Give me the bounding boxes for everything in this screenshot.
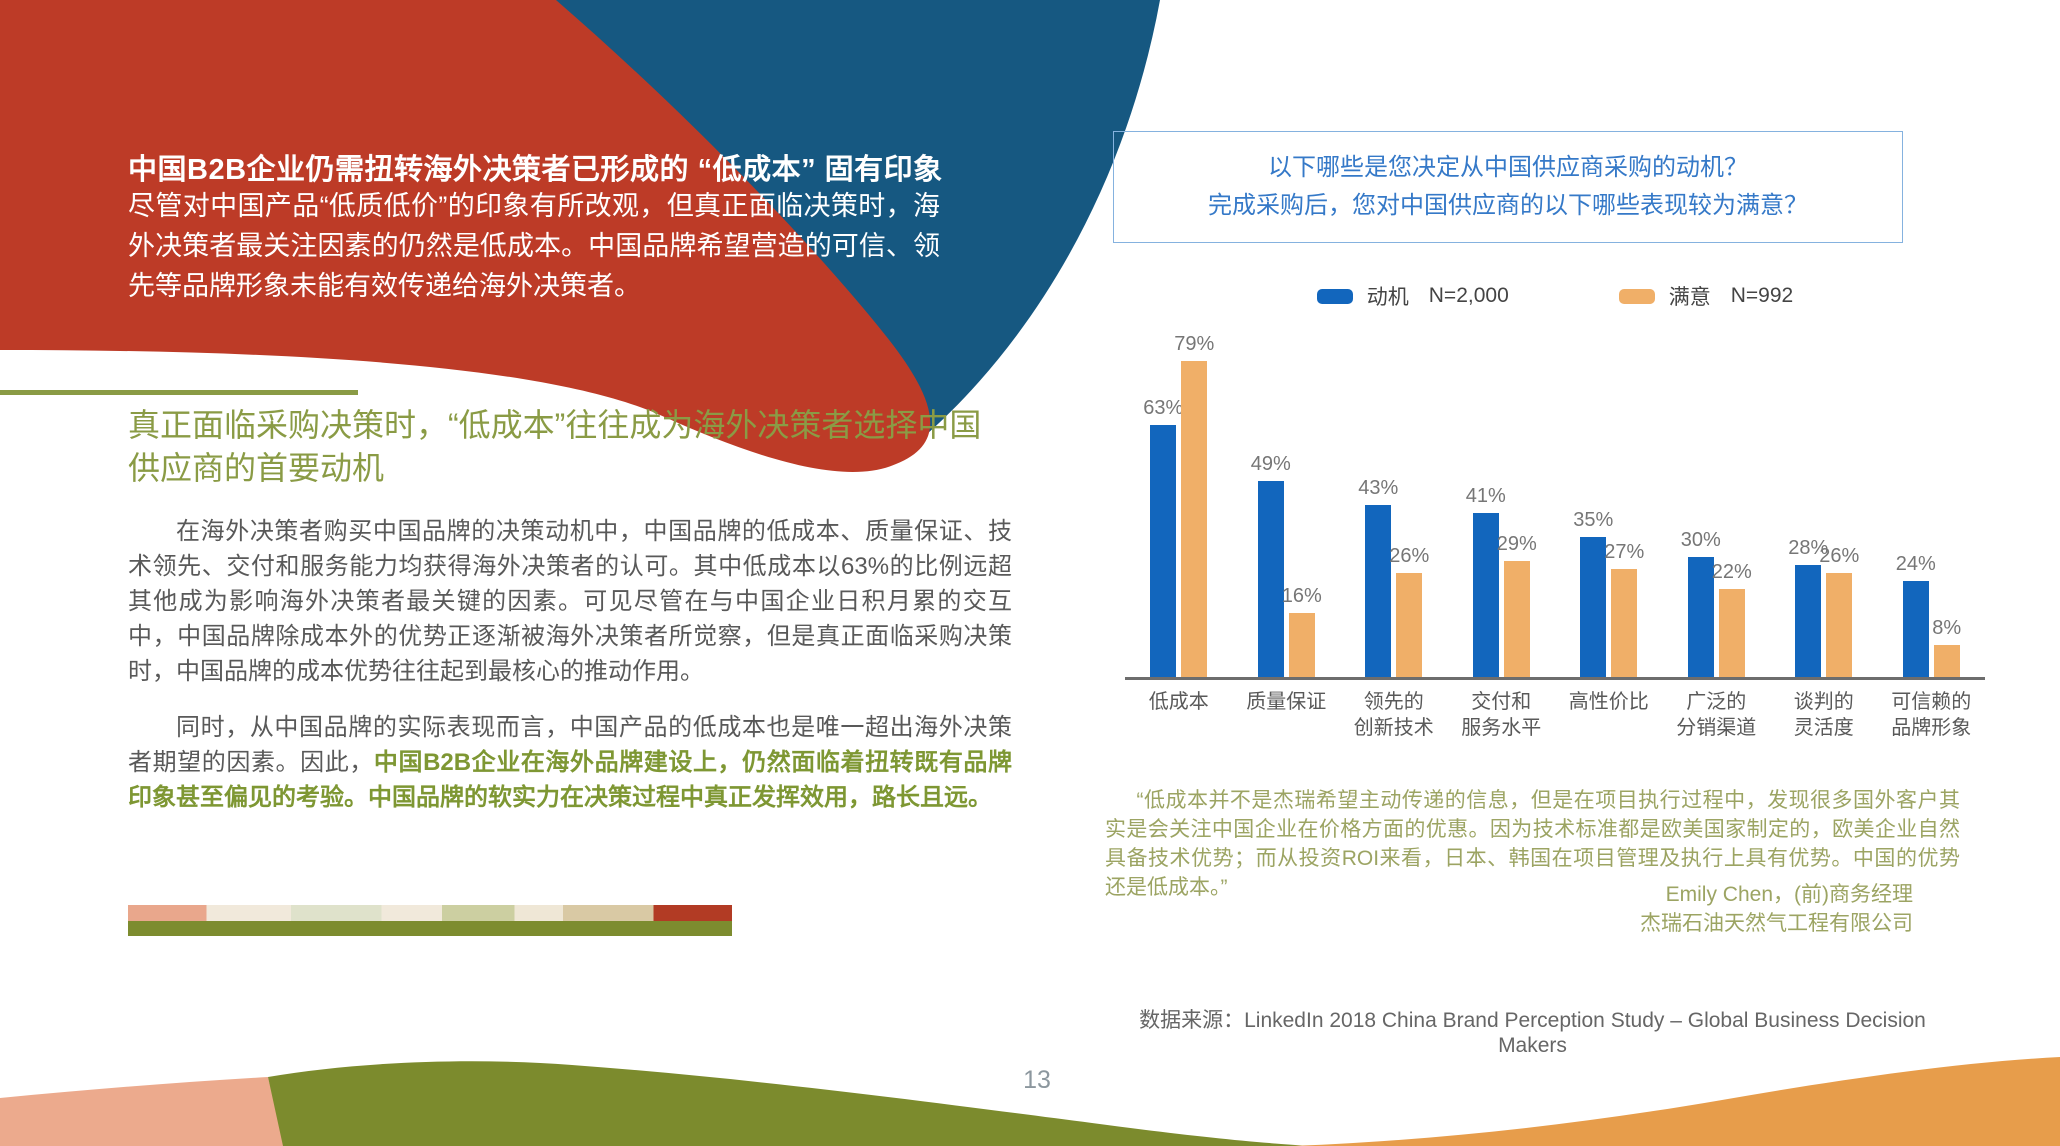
bar-满意: 29%: [1497, 533, 1537, 677]
body-paragraph-2-normal: 同时，从中国品牌的实际表现而言，中国产品的低成本也是唯一超出海外决策者期望的因素…: [128, 714, 1012, 776]
bar-满意: 16%: [1282, 585, 1322, 677]
legend-series-name: 满意: [1668, 286, 1711, 309]
legend-swatch: [1618, 288, 1655, 304]
bottom-wave-green: [268, 1061, 1312, 1146]
paper-texture-band: [128, 905, 732, 921]
category-label: 领先的 创新技术: [1353, 691, 1434, 739]
page-number: 13: [1023, 1066, 1051, 1094]
bar-group: 43% 26%: [1340, 357, 1448, 677]
legend-sample-size: N=992: [1730, 284, 1794, 307]
olive-band: [128, 921, 732, 936]
value-label: 79%: [1174, 333, 1215, 355]
bar-group: 63% 79%: [1125, 333, 1233, 677]
category-label: 谈判的 灵活度: [1793, 691, 1854, 739]
bar-动机: 41%: [1466, 485, 1506, 677]
page-title: 中国B2B企业仍需扭转海外决策者已形成的 “低成本” 固有印象: [128, 154, 943, 186]
bar-动机: 30%: [1681, 529, 1721, 677]
legend-series-name: 动机: [1366, 286, 1409, 309]
survey-question-line1: 以下哪些是您决定从中国供应商采购的动机？: [1268, 154, 1748, 181]
body-paragraph-2-bold: 中国B2B企业在海外品牌建设上，仍然面临着扭转既有品牌印象甚至偏见的考验。中国品…: [128, 749, 1013, 811]
bar-group: 35% 27%: [1555, 357, 1663, 677]
bar-动机: 43%: [1358, 477, 1398, 677]
value-label: 8%: [1932, 617, 1962, 639]
legend-item-满意: 满意 N=992: [1618, 281, 1794, 311]
bar-chart: 63% 79% 49% 16% 43% 26% 41% 29% 35% 27% 30% 22% 28% 2…: [1125, 333, 1986, 741]
body-paragraph-1: 在海外决策者购买中国品牌的决策动机中，中国品牌的低成本、质量保证、技术领先、交付…: [128, 518, 1012, 685]
bar-动机: 24%: [1896, 553, 1936, 677]
value-label: 22%: [1711, 561, 1752, 583]
bar-动机: 35%: [1573, 509, 1613, 677]
survey-question-box: 以下哪些是您决定从中国供应商采购的动机？ 完成采购后，您对中国供应商的以下哪些表…: [1113, 131, 1903, 243]
bar-满意: 27%: [1604, 541, 1644, 677]
value-label: 28%: [1788, 537, 1829, 559]
bar-满意: 22%: [1712, 561, 1752, 677]
legend-swatch: [1316, 288, 1353, 304]
bar-group: 30% 22%: [1663, 357, 1771, 677]
bar-group: 49% 16%: [1233, 357, 1341, 677]
quote-attribution: Emily Chen，(前)商务经理 杰瑞石油天然气工程有限公司: [1400, 880, 1913, 938]
bar-动机: 28%: [1788, 537, 1828, 677]
value-label: 16%: [1281, 585, 1322, 607]
bar-满意: 8%: [1932, 617, 1961, 677]
section-title: 真正面临采购决策时，“低成本”往往成为海外决策者选择中国供应商的首要动机: [128, 407, 982, 486]
chart-legend: 动机 N=2,000 满意 N=992: [1125, 281, 1985, 311]
data-source-note: 数据来源：LinkedIn 2018 China Brand Perceptio…: [1139, 1009, 1926, 1057]
legend-item-动机: 动机 N=2,000: [1316, 281, 1509, 311]
body-paragraph-2: 同时，从中国品牌的实际表现而言，中国产品的低成本也是唯一超出海外决策者期望的因素…: [128, 710, 1012, 815]
category-label: 低成本: [1148, 691, 1209, 713]
category-label: 高性价比: [1568, 691, 1649, 713]
category-label: 可信赖的 品牌形象: [1891, 691, 1972, 739]
attribution-company: 杰瑞石油天然气工程有限公司: [1640, 912, 1913, 935]
value-label: 26%: [1819, 545, 1860, 567]
paper-texture-strip: [128, 905, 732, 936]
bar-满意: 26%: [1819, 545, 1859, 677]
value-label: 43%: [1358, 477, 1399, 499]
value-label: 24%: [1895, 553, 1936, 575]
category-labels: 低成本 质量保证 领先的 创新技术 交付和 服务水平 高性价比 广泛的 分销渠道 谈判的 灵活度 可信…: [1125, 689, 1985, 741]
attribution-person: Emily Chen，(前)商务经理: [1665, 883, 1913, 906]
bar-动机: 63%: [1143, 397, 1183, 677]
intro-paragraph: 尽管对中国产品“低质低价”的印象有所改观，但真正面临决策时，海外决策者最关注因素…: [128, 191, 940, 301]
value-label: 30%: [1680, 529, 1721, 551]
category-label: 交付和 服务水平: [1461, 691, 1542, 739]
value-label: 35%: [1573, 509, 1614, 531]
bar-动机: 49%: [1251, 453, 1291, 677]
section-divider-rule: [0, 390, 358, 395]
bar-group: 28% 26%: [1770, 357, 1878, 677]
bottom-wave-salmon: [0, 1077, 285, 1146]
bar-满意: 79%: [1174, 333, 1214, 677]
value-label: 29%: [1496, 533, 1537, 555]
category-label: 广泛的 分销渠道: [1676, 691, 1757, 739]
value-label: 63%: [1143, 397, 1184, 419]
bottom-wave-orange: [1290, 1057, 2060, 1146]
value-label: 26%: [1389, 545, 1430, 567]
survey-question-line2: 完成采购后，您对中国供应商的以下哪些表现较为满意？: [1208, 192, 1808, 219]
bar-group: 24% 8%: [1878, 357, 1986, 677]
legend-sample-size: N=2,000: [1428, 284, 1509, 307]
bar-满意: 26%: [1389, 545, 1429, 677]
bar-plot: 63% 79% 49% 16% 43% 26% 41% 29% 35% 27% 30% 22% 28% 2…: [1125, 333, 1986, 680]
value-label: 41%: [1465, 485, 1506, 507]
bar-group: 41% 29%: [1448, 357, 1556, 677]
category-label: 质量保证: [1246, 691, 1327, 713]
testimonial-quote: “低成本并不是杰瑞希望主动传递的信息，但是在项目执行过程中，发现很多国外客户其实…: [1105, 789, 1960, 899]
value-label: 27%: [1604, 541, 1645, 563]
value-label: 49%: [1250, 453, 1291, 475]
